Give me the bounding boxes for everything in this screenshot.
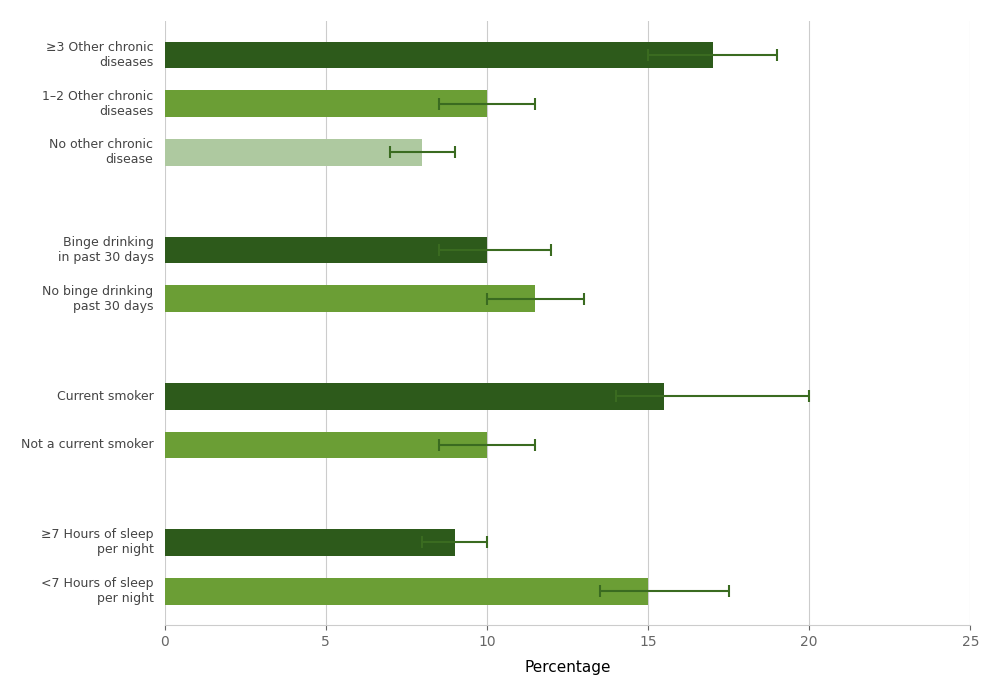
Bar: [165, 237, 487, 263]
Bar: [165, 432, 487, 459]
Bar: [165, 578, 648, 605]
X-axis label: Percentage: Percentage: [524, 661, 611, 675]
Bar: [165, 529, 455, 556]
Bar: [165, 139, 422, 166]
Bar: [165, 285, 535, 312]
Bar: [165, 90, 487, 117]
Bar: [165, 42, 713, 68]
Bar: [165, 383, 664, 410]
